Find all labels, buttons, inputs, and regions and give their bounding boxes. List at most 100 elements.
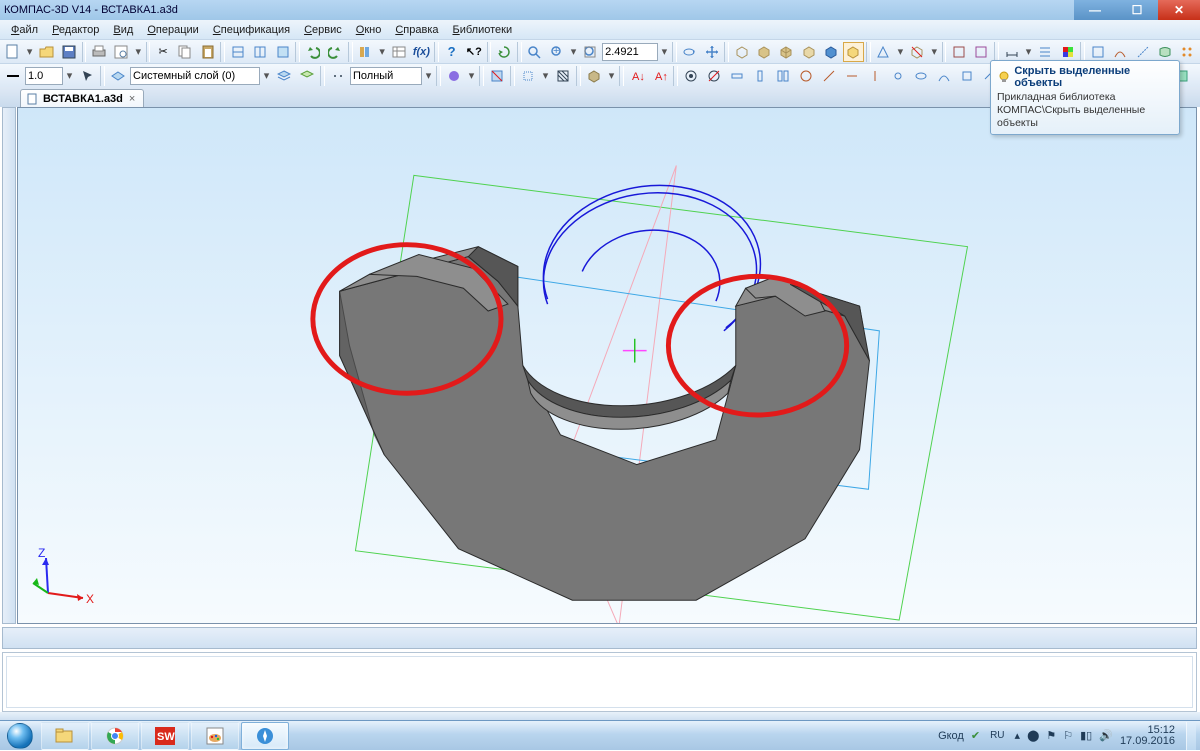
- part-dropdown[interactable]: ▾: [606, 66, 617, 86]
- taskbar-solidworks[interactable]: SW: [141, 722, 189, 750]
- rotate-button[interactable]: [679, 42, 700, 62]
- document-tab[interactable]: ВСТАВКА1.a3d ×: [20, 89, 144, 107]
- hatch-button[interactable]: [552, 66, 574, 86]
- lineweight-input[interactable]: [25, 67, 63, 85]
- del-face-button[interactable]: [486, 66, 508, 86]
- tool-h8[interactable]: [887, 66, 909, 86]
- surf-button[interactable]: [1154, 42, 1175, 62]
- close-button[interactable]: ✕: [1158, 0, 1200, 20]
- tool-btn-a[interactable]: [227, 42, 248, 62]
- menu-libraries[interactable]: Библиотеки: [446, 22, 520, 38]
- tray-volume-icon[interactable]: 🔊: [1099, 729, 1113, 742]
- tool-h7[interactable]: [864, 66, 886, 86]
- layer-new-button[interactable]: [296, 66, 318, 86]
- sketch-button[interactable]: [1087, 42, 1108, 62]
- layer-dropdown[interactable]: ▾: [261, 66, 272, 86]
- menu-file[interactable]: Файл: [4, 22, 45, 38]
- axis-button[interactable]: [1132, 42, 1153, 62]
- undo-button[interactable]: [302, 42, 323, 62]
- tool-g1[interactable]: [948, 42, 969, 62]
- tray-up-icon[interactable]: ▴: [1015, 729, 1021, 742]
- style-dropdown[interactable]: ▾: [423, 66, 434, 86]
- taskbar-chrome[interactable]: [91, 722, 139, 750]
- tool-h1[interactable]: [726, 66, 748, 86]
- tray-shield-icon[interactable]: ⚑: [1046, 729, 1056, 742]
- perspective-button[interactable]: [873, 42, 894, 62]
- vars-button[interactable]: [388, 42, 409, 62]
- tool-h6[interactable]: [841, 66, 863, 86]
- tool-h9[interactable]: [910, 66, 932, 86]
- style-select[interactable]: [350, 67, 422, 85]
- dim-dropdown[interactable]: ▾: [1023, 42, 1034, 62]
- mat-dropdown[interactable]: ▾: [466, 66, 477, 86]
- copy-button[interactable]: [175, 42, 196, 62]
- edge-button[interactable]: [1035, 42, 1056, 62]
- menu-service[interactable]: Сервис: [297, 22, 349, 38]
- menu-specification[interactable]: Спецификация: [206, 22, 297, 38]
- annotate-button[interactable]: A↓: [626, 66, 648, 86]
- zoom-value-dropdown[interactable]: ▾: [659, 42, 670, 62]
- tray-action-icon[interactable]: ⚐: [1063, 729, 1073, 742]
- taskbar-explorer[interactable]: [41, 722, 89, 750]
- tool-g2[interactable]: [971, 42, 992, 62]
- tool-h3[interactable]: [772, 66, 794, 86]
- new-button[interactable]: [2, 42, 23, 62]
- menu-editor[interactable]: Редактор: [45, 22, 106, 38]
- menu-window[interactable]: Окно: [349, 22, 389, 38]
- help-button[interactable]: ?: [441, 42, 462, 62]
- preview-dropdown[interactable]: ▾: [133, 42, 144, 62]
- zoom-fit-button[interactable]: [580, 42, 601, 62]
- view-shaded-button[interactable]: [798, 42, 819, 62]
- viewport-3d[interactable]: X Z: [17, 107, 1197, 624]
- zoom-input[interactable]: [602, 43, 658, 61]
- clock[interactable]: 15:12 17.09.2016: [1120, 725, 1179, 747]
- maximize-button[interactable]: ☐: [1116, 0, 1158, 20]
- minimize-button[interactable]: —: [1074, 0, 1116, 20]
- tray-gpu-icon[interactable]: ⬤: [1027, 729, 1039, 742]
- section-dropdown[interactable]: ▾: [929, 42, 940, 62]
- tool-h4[interactable]: [795, 66, 817, 86]
- tool-h2[interactable]: [749, 66, 771, 86]
- tool-h5[interactable]: [818, 66, 840, 86]
- mat-button[interactable]: [443, 66, 465, 86]
- view-back-button[interactable]: [776, 42, 797, 62]
- sel-filter-dropdown[interactable]: ▾: [540, 66, 551, 86]
- section-button[interactable]: [907, 42, 928, 62]
- zoom-window-button[interactable]: [524, 42, 545, 62]
- layer-vis-button[interactable]: [107, 66, 129, 86]
- cursor-button[interactable]: [76, 66, 98, 86]
- open-button[interactable]: [36, 42, 57, 62]
- color-button[interactable]: [1057, 42, 1078, 62]
- sel-filter-button[interactable]: [517, 66, 539, 86]
- taskbar-kompas[interactable]: [241, 722, 289, 750]
- annotate2-button[interactable]: A↑: [649, 66, 671, 86]
- point-style-button[interactable]: [327, 66, 349, 86]
- layer-mgr-button[interactable]: [273, 66, 295, 86]
- tray-network-icon[interactable]: ▮▯: [1080, 729, 1092, 742]
- arr-button[interactable]: [1177, 42, 1198, 62]
- taskbar-paint[interactable]: [191, 722, 239, 750]
- view-wire-button[interactable]: [820, 42, 841, 62]
- show-desktop-button[interactable]: [1186, 722, 1196, 750]
- zoom-dynamic-button[interactable]: +: [546, 42, 567, 62]
- preview-button[interactable]: [111, 42, 132, 62]
- context-help-button[interactable]: ↖?: [463, 42, 484, 62]
- perspective-dropdown[interactable]: ▾: [895, 42, 906, 62]
- lineweight-dropdown[interactable]: ▾: [64, 66, 75, 86]
- tab-close-button[interactable]: ×: [127, 93, 137, 105]
- view-front-button[interactable]: [753, 42, 774, 62]
- paste-button[interactable]: [197, 42, 218, 62]
- tool-h10[interactable]: [933, 66, 955, 86]
- cut-button[interactable]: ✂: [152, 42, 173, 62]
- tray-ime-icon[interactable]: ✔: [971, 729, 980, 742]
- start-button[interactable]: [0, 721, 40, 751]
- part-button[interactable]: [583, 66, 605, 86]
- menu-operations[interactable]: Операции: [140, 22, 205, 38]
- dim-button[interactable]: [1001, 42, 1022, 62]
- save-button[interactable]: [58, 42, 79, 62]
- view-hidden-button[interactable]: [843, 42, 864, 62]
- fx-button[interactable]: f(x): [411, 42, 432, 62]
- tool-btn-c[interactable]: [272, 42, 293, 62]
- print-button[interactable]: [88, 42, 109, 62]
- tool-btn-b[interactable]: [250, 42, 271, 62]
